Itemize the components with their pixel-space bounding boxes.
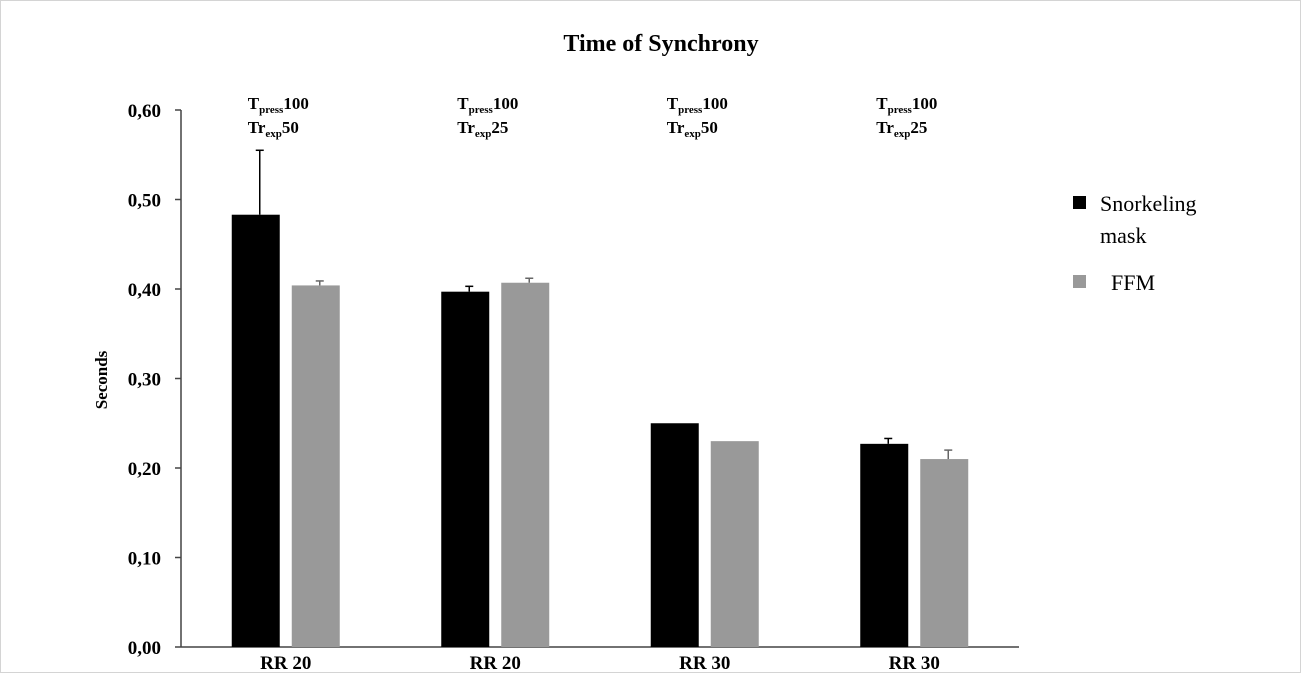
y-tick-label: 0,40 <box>128 280 161 301</box>
bar <box>231 214 280 647</box>
bar <box>920 459 969 647</box>
legend-label: mask <box>1100 223 1146 248</box>
group-annotation: Trexp25 <box>876 118 927 140</box>
y-tick-label: 0,50 <box>128 191 161 212</box>
bar <box>650 423 699 647</box>
legend-label: Snorkeling <box>1100 191 1197 216</box>
bar <box>710 441 759 647</box>
legend: Snorkeling mask FFM <box>1073 191 1197 295</box>
x-tick-label: RR 30 <box>679 653 730 674</box>
chart-title: Time of Synchrony <box>563 31 758 57</box>
bar <box>501 282 550 647</box>
x-tick-label: RR 20 <box>470 653 521 674</box>
y-tick-label: 0,20 <box>128 459 161 480</box>
group-annotation: Tpress100 <box>457 94 518 116</box>
x-tick-label: RR 20 <box>260 653 311 674</box>
x-tick-label: RR 30 <box>889 653 940 674</box>
plot-area: 0,00 0,10 0,20 0,30 0,40 0,50 0,60 RR 20 Tpress1… <box>128 94 1019 674</box>
bar <box>441 291 490 647</box>
legend-swatch <box>1073 196 1086 209</box>
group-annotation: Tpress100 <box>667 94 728 116</box>
group-annotation: Tpress100 <box>248 94 309 116</box>
y-tick-label: 0,30 <box>128 370 161 391</box>
y-axis-label: Seconds <box>92 350 111 409</box>
bar <box>860 443 909 647</box>
bar <box>291 285 340 647</box>
group-annotation: Trexp25 <box>457 118 508 140</box>
legend-swatch <box>1073 275 1086 288</box>
y-tick-label: 0,60 <box>128 101 161 122</box>
y-tick-label: 0,00 <box>128 638 161 659</box>
group-annotation: Trexp50 <box>667 118 718 140</box>
group-annotation: Trexp50 <box>248 118 299 140</box>
group-annotation: Tpress100 <box>876 94 937 116</box>
legend-label: FFM <box>1111 270 1155 295</box>
y-tick-label: 0,10 <box>128 549 161 570</box>
